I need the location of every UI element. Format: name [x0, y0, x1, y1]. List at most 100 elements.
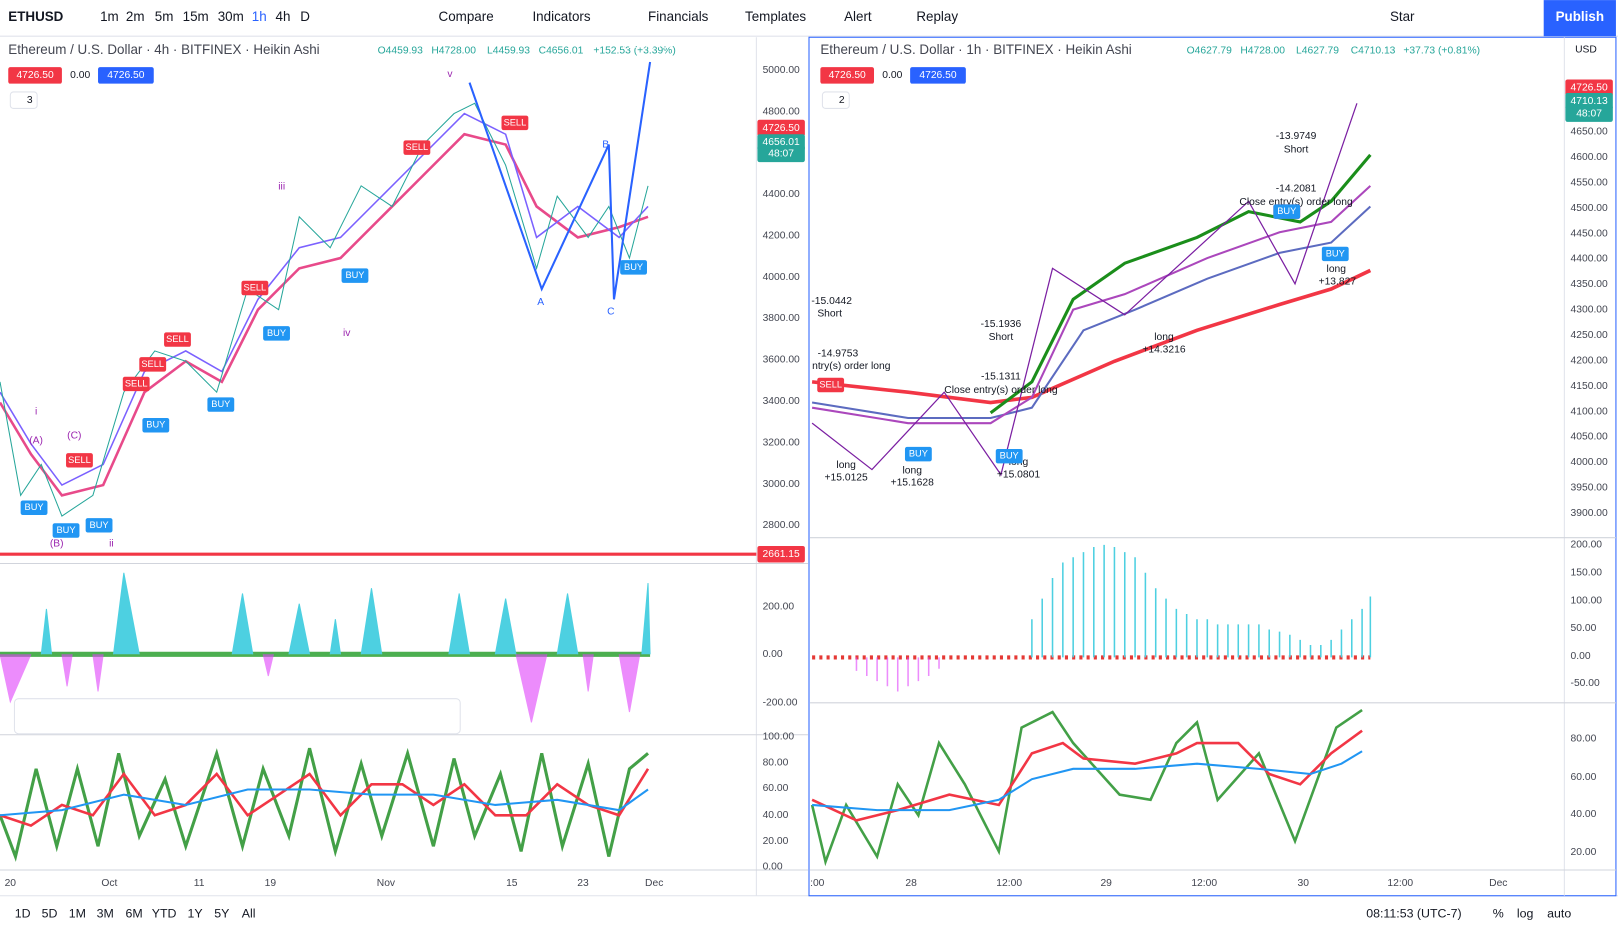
sell-price-bg	[8, 67, 62, 84]
annotation: Short	[817, 308, 842, 319]
interval[interactable]: 1h	[252, 9, 267, 24]
annotation: +15.1628	[891, 478, 935, 489]
price-axis-label: 3600.00	[763, 355, 800, 366]
range-button[interactable]: 6M	[126, 907, 143, 921]
currency-label[interactable]: USD	[1575, 44, 1597, 55]
time-axis-label: 12:00	[996, 878, 1022, 889]
ma-line	[811, 268, 1372, 405]
annotation: -15.0442	[811, 296, 852, 307]
signal-bg	[142, 418, 170, 433]
ohlc-value: O4627.79	[1187, 45, 1233, 56]
pattern-line	[468, 61, 652, 300]
drawing-toolbar[interactable]	[13, 698, 461, 735]
sell-price: 4726.50	[16, 70, 53, 81]
signal-label: BUY	[909, 449, 928, 459]
range-button[interactable]: 3M	[97, 907, 114, 921]
signal-bg	[241, 280, 269, 296]
annotation: ntry(s) order long	[812, 361, 891, 372]
time-axis-label: Oct	[101, 878, 117, 889]
chart-header: Ethereum / U.S. Dollar · 1h · BITFINEX ·…	[820, 42, 1131, 57]
clock: 08:11:53 (UTC-7)	[1366, 907, 1461, 921]
sell-price: 4726.50	[829, 70, 866, 81]
osc-axis-label: 200.00	[1571, 540, 1603, 551]
stoch-axis-label: 20.00	[763, 836, 789, 847]
annotation: +14.3216	[1142, 345, 1186, 356]
annotation: Short	[989, 332, 1014, 343]
scale-option[interactable]: auto	[1547, 907, 1571, 921]
annotation: B	[602, 139, 609, 150]
price-tag: 4726.50	[1570, 83, 1607, 94]
osc-axis-label: 150.00	[1571, 568, 1603, 579]
price-tag: 48:07	[1576, 108, 1602, 119]
range-button[interactable]: 1D	[15, 907, 31, 921]
time-axis-label: 12:00	[1387, 878, 1413, 889]
interval[interactable]: 2m	[126, 9, 145, 24]
signal-bg	[1321, 246, 1349, 262]
pane-separators	[0, 537, 1616, 871]
star-button[interactable]: Star	[1390, 9, 1415, 24]
interval[interactable]: 4h	[276, 9, 291, 24]
stoch-k	[810, 708, 1363, 867]
time-axis-label: 20	[5, 878, 17, 889]
annotation: (A)	[29, 435, 43, 446]
osc-axis-label: 0.00	[763, 649, 783, 660]
ma-line	[811, 185, 1372, 425]
range-button[interactable]: All	[242, 907, 256, 921]
price-tag-bg	[757, 119, 805, 137]
pane-toggle[interactable]	[821, 91, 850, 109]
scale-option[interactable]: %	[1493, 907, 1504, 921]
signal-label: SELL	[504, 117, 527, 127]
price-line	[0, 102, 649, 517]
range-button[interactable]: 5Y	[214, 907, 229, 921]
buy-price-bg	[98, 67, 154, 84]
price-axis-label: 5000.00	[763, 65, 800, 76]
price-axis-label: 3400.00	[763, 396, 800, 407]
signal-bg	[85, 518, 113, 533]
signal-label: BUY	[211, 399, 230, 409]
annotation: -14.2081	[1276, 184, 1317, 195]
signal-label: BUY	[57, 525, 76, 535]
annotation: v	[447, 69, 453, 80]
price-axis-label: 4650.00	[1571, 127, 1608, 138]
signal-bg	[817, 377, 845, 393]
buy-price-bg	[910, 67, 966, 84]
interval[interactable]: 15m	[183, 9, 209, 24]
range-button[interactable]: 5D	[42, 907, 58, 921]
signal-bg	[66, 453, 93, 468]
toolbar-button[interactable]: Alert	[844, 9, 872, 24]
range-button[interactable]: 1M	[69, 907, 86, 921]
interval[interactable]: 30m	[218, 9, 244, 24]
ohlc-value: O4459.93	[378, 45, 424, 56]
ma-line	[0, 132, 649, 497]
histogram-up	[40, 572, 651, 655]
annotation: ii	[109, 539, 114, 550]
range-button[interactable]: 1Y	[187, 907, 202, 921]
interval[interactable]: D	[300, 9, 310, 24]
pane-toggle[interactable]	[9, 91, 38, 109]
stoch-signal	[0, 788, 649, 817]
signal-bg	[164, 332, 191, 347]
symbol[interactable]: ETHUSD	[8, 9, 63, 24]
annotation: i	[35, 407, 37, 418]
active-chart-frame	[808, 36, 1617, 897]
scale-option[interactable]: log	[1517, 907, 1534, 921]
range-button[interactable]: YTD	[152, 907, 177, 921]
price-tag: 4656.01	[763, 137, 800, 148]
toolbar-button[interactable]: Replay	[916, 9, 958, 24]
price-axis-label: 4300.00	[1571, 305, 1608, 316]
toolbar-button[interactable]: Compare	[439, 9, 494, 24]
interval[interactable]: 5m	[155, 9, 174, 24]
annotation: iv	[343, 328, 351, 339]
toolbar-button[interactable]: Indicators	[532, 9, 590, 24]
toolbar-button[interactable]: Templates	[745, 9, 806, 24]
buy-price: 4726.50	[919, 70, 956, 81]
annotation: Short	[1284, 144, 1309, 155]
publish-label[interactable]: Publish	[1556, 9, 1604, 24]
toolbar-button[interactable]: Financials	[648, 9, 709, 24]
buy-price: 4726.50	[107, 70, 144, 81]
stoch-d	[0, 768, 650, 828]
price-axis-label: 3200.00	[763, 437, 800, 448]
time-axis-label: Dec	[645, 878, 663, 889]
publish-button[interactable]	[1543, 0, 1616, 37]
interval[interactable]: 1m	[100, 9, 119, 24]
